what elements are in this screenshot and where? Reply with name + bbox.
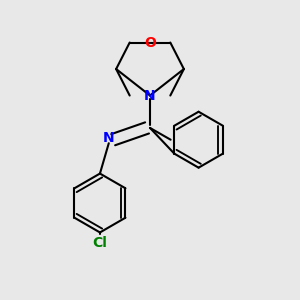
Text: N: N <box>144 88 156 103</box>
Text: O: O <box>144 35 156 50</box>
Text: Cl: Cl <box>92 236 107 250</box>
Text: N: N <box>103 131 115 145</box>
